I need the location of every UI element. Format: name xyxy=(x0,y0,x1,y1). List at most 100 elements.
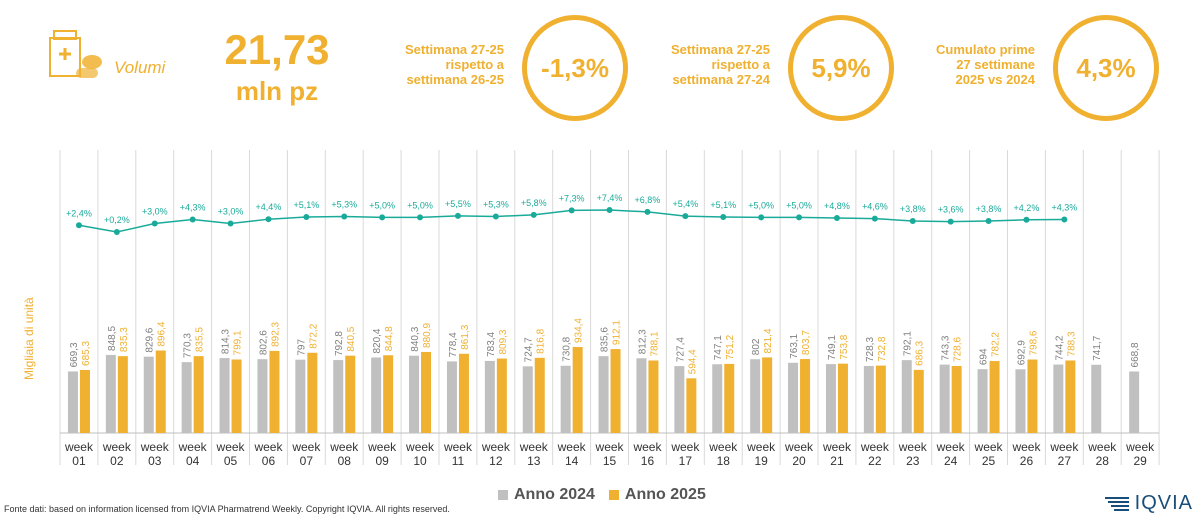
x-tick-label: week 28 xyxy=(1087,440,1117,468)
data-label-2024: 829,6 xyxy=(145,327,156,352)
growth-point xyxy=(454,212,461,219)
bar-2025 xyxy=(951,365,962,433)
x-tick-label: week 07 xyxy=(291,440,321,468)
data-label-2025: 816,8 xyxy=(536,328,547,353)
data-label-2024: 835,6 xyxy=(600,327,611,352)
growth-label: +4,4% xyxy=(256,202,282,212)
growth-label: +2,4% xyxy=(66,208,92,218)
growth-label: +5,4% xyxy=(672,199,698,209)
x-tick-label: week 25 xyxy=(974,440,1004,468)
data-label-2024: 814,3 xyxy=(221,329,232,354)
x-tick-label: week 06 xyxy=(253,440,283,468)
bar-2024 xyxy=(522,366,533,433)
bar-2025 xyxy=(724,363,735,433)
data-label-2024: 783,4 xyxy=(486,331,497,356)
data-label-2024: 792,8 xyxy=(334,331,345,356)
bar-2024 xyxy=(67,371,78,433)
growth-point xyxy=(720,214,727,221)
x-tick-label: week 05 xyxy=(216,440,246,468)
logo-mark-icon xyxy=(1104,496,1129,511)
x-tick-label: week 22 xyxy=(860,440,890,468)
growth-point xyxy=(189,216,196,223)
bar-2024 xyxy=(1053,364,1064,433)
bar-2025 xyxy=(610,349,621,433)
growth-point xyxy=(75,222,82,229)
growth-label: +5,3% xyxy=(483,199,509,209)
chart-legend: Anno 2024 Anno 2025 xyxy=(498,486,706,504)
data-label-2025: 686,3 xyxy=(915,340,926,365)
data-label-2024: 812,3 xyxy=(637,329,648,354)
growth-point xyxy=(947,218,954,225)
kpi-3-description: Cumulato prime 27 settimane 2025 vs 2024 xyxy=(936,42,1035,87)
data-label-2025: 798,6 xyxy=(1028,330,1039,355)
x-tick-label: week 13 xyxy=(519,440,549,468)
data-label-2024: 848,5 xyxy=(107,325,118,350)
data-label-2025: 788,1 xyxy=(649,331,660,356)
x-tick-label: week 08 xyxy=(329,440,359,468)
data-label-2024: 669,3 xyxy=(69,342,80,367)
legend-swatch-2024 xyxy=(498,490,508,500)
data-label-2025: 732,8 xyxy=(877,336,888,361)
growth-label: +4,3% xyxy=(1051,202,1077,212)
data-label-2025: 872,2 xyxy=(308,323,319,348)
growth-point xyxy=(113,229,120,235)
data-label-2024: 797 xyxy=(296,339,307,356)
data-label-2024: 694 xyxy=(979,348,990,365)
bar-2024 xyxy=(863,365,874,433)
growth-label: +4,8% xyxy=(824,201,850,211)
bar-2024 xyxy=(181,362,192,433)
bar-2024 xyxy=(1091,364,1102,433)
bar-2025 xyxy=(989,361,1000,433)
bar-2025 xyxy=(686,378,697,433)
growth-label: +5,0% xyxy=(369,200,395,210)
bar-2024 xyxy=(371,357,382,433)
data-label-2024: 778,4 xyxy=(448,332,459,357)
bar-2025 xyxy=(534,357,545,433)
bar-2025 xyxy=(383,355,394,433)
x-tick-label: week 11 xyxy=(443,440,473,468)
growth-point xyxy=(265,216,272,223)
data-label-2025: 892,3 xyxy=(270,321,281,346)
x-tick-label: week 16 xyxy=(632,440,662,468)
bar-2025 xyxy=(269,350,280,433)
growth-point xyxy=(492,213,499,220)
volumi-label: Volumi xyxy=(114,58,166,77)
x-tick-label: week 09 xyxy=(367,440,397,468)
x-tick-label: week 14 xyxy=(557,440,587,468)
bar-2024 xyxy=(788,362,799,433)
data-label-2024: 802,6 xyxy=(258,330,269,355)
data-label-2025: 835,5 xyxy=(195,327,206,352)
data-label-2024: 763,1 xyxy=(789,333,800,358)
volumi-value: 21,73 xyxy=(224,26,330,73)
data-label-2024: 820,4 xyxy=(372,328,383,353)
bar-2024 xyxy=(484,360,495,433)
growth-point xyxy=(606,207,613,214)
growth-point xyxy=(303,214,310,221)
growth-label: +0,2% xyxy=(104,215,130,225)
legend-item-2025: Anno 2025 xyxy=(608,486,706,504)
data-label-2024: 668,8 xyxy=(1130,342,1141,367)
growth-label: +5,1% xyxy=(293,200,319,210)
data-label-2025: 934,4 xyxy=(574,318,585,343)
growth-label: +6,8% xyxy=(635,195,661,205)
x-tick-label: week 21 xyxy=(822,440,852,468)
data-label-2025: 803,7 xyxy=(801,330,812,355)
growth-label: +5,3% xyxy=(331,199,357,209)
growth-label: +4,6% xyxy=(862,202,888,212)
x-tick-label: week 01 xyxy=(64,440,94,468)
bar-2024 xyxy=(409,355,420,433)
data-label-2025: 788,3 xyxy=(1066,331,1077,356)
bar-2024 xyxy=(257,359,268,433)
bar-2025 xyxy=(79,369,90,433)
data-label-2025: 782,2 xyxy=(991,332,1002,357)
legend-swatch-2025 xyxy=(608,490,619,500)
growth-point xyxy=(227,220,234,227)
growth-point xyxy=(151,220,158,227)
data-label-2025: 844,8 xyxy=(384,326,395,351)
data-label-2025: 594,4 xyxy=(687,349,698,374)
bar-2024 xyxy=(939,364,950,433)
data-label-2025: 751,2 xyxy=(725,334,736,359)
data-label-2024: 730,8 xyxy=(562,336,573,361)
bar-2024 xyxy=(901,360,912,433)
growth-point xyxy=(909,218,916,225)
